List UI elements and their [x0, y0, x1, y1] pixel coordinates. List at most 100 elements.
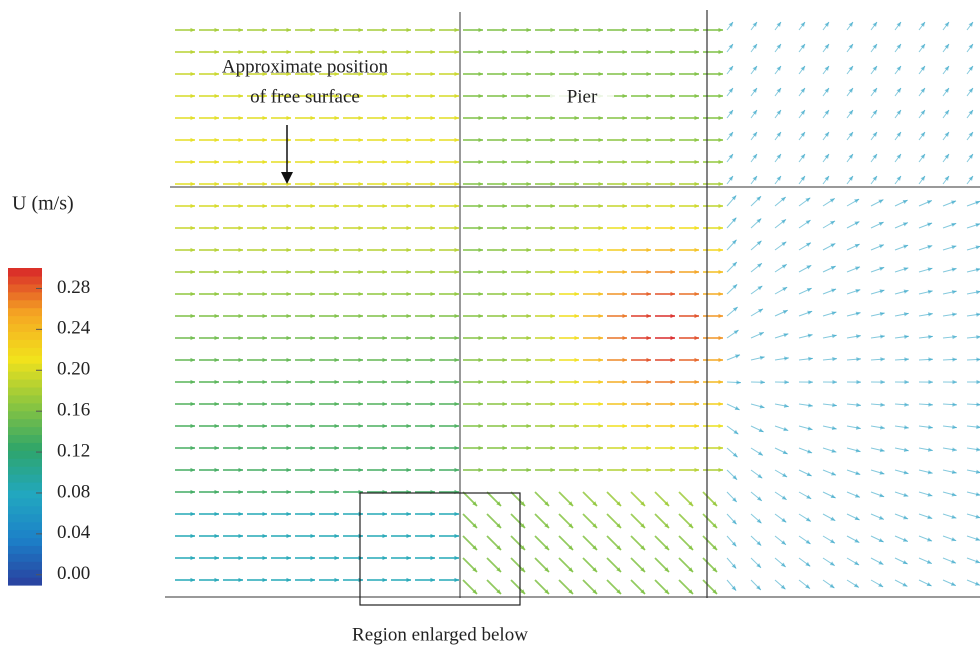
- flow-arrowhead: [670, 248, 675, 252]
- colorbar-tick-label: 0.20: [57, 359, 90, 380]
- flow-arrowhead: [904, 448, 909, 452]
- flow-arrowhead: [358, 138, 363, 142]
- flow-arrowhead: [526, 204, 531, 208]
- flow-arrowhead: [262, 336, 267, 340]
- flow-arrowhead: [806, 540, 811, 544]
- flow-arrowhead: [214, 380, 219, 384]
- flow-arrowhead: [598, 424, 603, 428]
- flow-arrowhead: [550, 336, 555, 340]
- flow-arrowhead: [526, 226, 531, 230]
- flow-arrowhead: [945, 176, 949, 181]
- flow-arrowhead: [358, 468, 363, 472]
- flow-arrowhead: [975, 537, 980, 541]
- flow-arrowhead: [855, 289, 860, 293]
- flow-arrowhead: [927, 245, 932, 249]
- flow-arrowhead: [928, 470, 933, 474]
- flow-arrowhead: [801, 132, 805, 137]
- annotation-arrowhead: [281, 172, 293, 184]
- flow-arrowhead: [574, 468, 579, 472]
- flow-arrowhead: [670, 358, 675, 362]
- flow-arrowhead: [214, 248, 219, 252]
- flow-arrowhead: [502, 116, 507, 120]
- flow-arrowhead: [190, 534, 195, 538]
- flow-arrowhead: [598, 160, 603, 164]
- flow-arrowhead: [781, 518, 786, 522]
- flow-arrowhead: [430, 226, 435, 230]
- flow-arrowhead: [904, 312, 909, 316]
- flow-arrowhead: [478, 204, 483, 208]
- flow-arrowhead: [478, 116, 483, 120]
- flow-arrowhead: [502, 248, 507, 252]
- flow-arrowhead: [622, 314, 627, 318]
- flow-arrowhead: [969, 110, 973, 115]
- flow-arrowhead: [945, 88, 949, 93]
- flow-arrowhead: [921, 176, 925, 181]
- flow-arrowhead: [190, 402, 195, 406]
- colorbar-segment: [8, 300, 42, 309]
- flow-arrowhead: [238, 292, 243, 296]
- flow-arrowhead: [310, 50, 315, 54]
- flow-arrowhead: [238, 138, 243, 142]
- flow-arrowhead: [334, 380, 339, 384]
- flow-arrowhead: [406, 72, 411, 76]
- flow-arrowhead: [334, 534, 339, 538]
- flow-arrowhead: [550, 314, 555, 318]
- flow-arrowhead: [646, 336, 651, 340]
- flow-arrowhead: [801, 22, 805, 27]
- flow-arrowhead: [382, 358, 387, 362]
- flow-arrowhead: [334, 138, 339, 142]
- flow-arrowhead: [849, 176, 853, 181]
- flow-arrowhead: [454, 446, 459, 450]
- flow-arrowhead: [729, 22, 733, 27]
- flow-arrowhead: [849, 154, 853, 159]
- flow-arrowhead: [334, 292, 339, 296]
- flow-arrowhead: [286, 424, 291, 428]
- colorbar-segment: [8, 577, 42, 586]
- flow-arrowhead: [873, 66, 877, 71]
- flow-arrowhead: [430, 336, 435, 340]
- flow-arrowhead: [286, 446, 291, 450]
- flow-arrowhead: [502, 358, 507, 362]
- flow-arrowhead: [694, 336, 699, 340]
- flow-arrowhead: [550, 292, 555, 296]
- flow-arrowhead: [550, 50, 555, 54]
- flow-arrowhead: [646, 468, 651, 472]
- flow-arrowhead: [945, 132, 949, 137]
- flow-arrowhead: [406, 94, 411, 98]
- flow-arrowhead: [694, 182, 699, 186]
- flow-arrowhead: [358, 50, 363, 54]
- flow-arrowhead: [975, 223, 980, 227]
- flow-arrowhead: [849, 110, 853, 115]
- flow-arrowhead: [286, 226, 291, 230]
- flow-arrowhead: [190, 160, 195, 164]
- colorbar-segment: [8, 379, 42, 388]
- flow-arrowhead: [454, 72, 459, 76]
- flow-arrowhead: [550, 226, 555, 230]
- flow-arrowhead: [238, 160, 243, 164]
- flow-arrowhead: [945, 66, 949, 71]
- flow-arrowhead: [214, 336, 219, 340]
- flow-arrowhead: [928, 312, 933, 316]
- flow-arrowhead: [718, 50, 723, 54]
- flow-arrowhead: [454, 380, 459, 384]
- flow-arrowhead: [430, 556, 435, 560]
- flow-arrowhead: [310, 116, 315, 120]
- flow-arrowhead: [382, 468, 387, 472]
- flow-arrowhead: [574, 248, 579, 252]
- flow-arrowhead: [430, 402, 435, 406]
- flow-arrowhead: [262, 28, 267, 32]
- flow-arrowhead: [622, 446, 627, 450]
- flow-arrowhead: [830, 584, 835, 588]
- flow-arrowhead: [502, 138, 507, 142]
- flow-arrowhead: [574, 182, 579, 186]
- flow-arrowhead: [760, 356, 765, 360]
- flow-arrowhead: [574, 424, 579, 428]
- flow-arrowhead: [622, 336, 627, 340]
- flow-arrowhead: [825, 66, 829, 71]
- flow-arrowhead: [718, 402, 723, 406]
- flow-arrowhead: [406, 402, 411, 406]
- flow-arrowhead: [646, 380, 651, 384]
- flow-arrowhead: [214, 204, 219, 208]
- flow-arrowhead: [718, 94, 723, 98]
- flow-arrowhead: [430, 424, 435, 428]
